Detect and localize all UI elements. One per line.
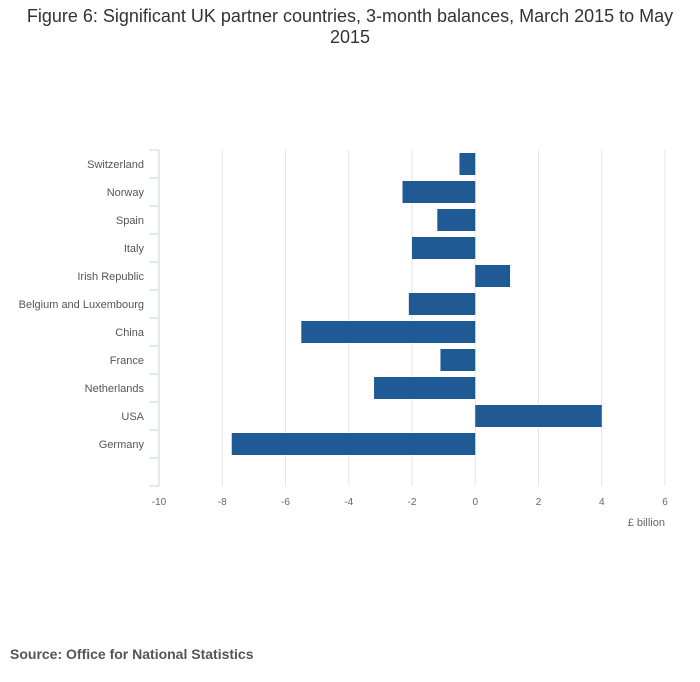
category-label: Netherlands xyxy=(85,383,145,395)
x-tick-label: 0 xyxy=(472,497,478,508)
category-label: Italy xyxy=(124,243,145,255)
chart-title: Figure 6: Significant UK partner countri… xyxy=(26,6,674,47)
bar xyxy=(412,237,476,259)
category-labels: Switzerland Norway Spain Italy Irish Republi… xyxy=(19,159,145,451)
bars xyxy=(231,153,602,455)
bar xyxy=(475,405,602,427)
bar xyxy=(231,433,476,455)
bar xyxy=(459,153,476,175)
category-label: China xyxy=(115,327,145,339)
bar xyxy=(437,209,476,231)
y-axis xyxy=(149,149,160,487)
bar xyxy=(475,265,511,287)
category-label: France xyxy=(110,355,144,367)
bar xyxy=(301,321,476,343)
category-label: Spain xyxy=(116,215,144,227)
x-tick-label: 2 xyxy=(536,497,542,508)
x-tick-label: 6 xyxy=(662,497,668,508)
x-axis-title: £ billion xyxy=(628,517,665,529)
source-note: Source: Office for National Statistics xyxy=(10,646,254,662)
x-tick-labels: -10 -8 -6 -4 -2 0 2 4 6 xyxy=(152,497,668,508)
category-label: USA xyxy=(121,411,144,423)
bar xyxy=(408,293,476,315)
category-label: Switzerland xyxy=(87,159,144,171)
x-tick-label: -8 xyxy=(218,497,227,508)
x-tick-label: 4 xyxy=(599,497,605,508)
bar xyxy=(402,181,476,203)
x-tick-label: -2 xyxy=(408,497,417,508)
x-tick-label: -10 xyxy=(152,497,167,508)
bar xyxy=(440,349,476,371)
gridlines xyxy=(221,150,666,486)
x-tick-label: -4 xyxy=(344,497,353,508)
category-label: Irish Republic xyxy=(77,271,144,283)
category-label: Norway xyxy=(107,187,145,199)
category-label: Germany xyxy=(99,439,145,451)
category-label: Belgium and Luxembourg xyxy=(19,299,144,311)
bar xyxy=(374,377,476,399)
x-tick-label: -6 xyxy=(281,497,290,508)
